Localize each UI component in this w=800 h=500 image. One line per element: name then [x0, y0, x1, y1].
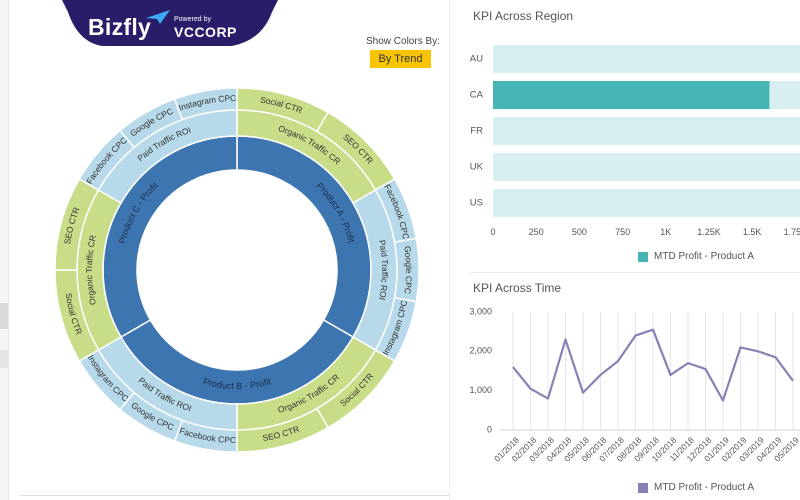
bottom-divider [20, 495, 450, 496]
time-chart-title: KPI Across Time [473, 281, 562, 295]
bar-x-tick: 750 [615, 227, 630, 237]
corp-logo-text: VCCORP [174, 24, 237, 40]
legend-swatch [638, 482, 648, 493]
bar-background [493, 117, 800, 145]
bar-x-tick: 1.75K [784, 227, 800, 237]
legend-label: MTD Profit - Product A [654, 482, 755, 493]
sunburst-middle-label: Paid Traffic ROI [377, 239, 390, 301]
bar-category-label: US [470, 198, 483, 209]
chart-separator [470, 272, 800, 273]
bar-CA[interactable] [493, 81, 770, 109]
region-chart-title: KPI Across Region [473, 9, 574, 23]
line-y-tick: 1,000 [469, 385, 492, 395]
brand-header: Bizfly Powered by VCCORP [62, 0, 278, 48]
region-chart-legend[interactable]: MTD Profit - Product A [638, 251, 754, 262]
bar-category-label: CA [470, 90, 484, 101]
header-banner-shape [62, 0, 278, 46]
bar-x-tick: 1.5K [743, 227, 762, 237]
bar-x-tick: 500 [572, 227, 587, 237]
bar-category-label: UK [470, 162, 484, 173]
bar-background [493, 189, 800, 217]
left-sidebar-strip [0, 0, 9, 500]
powered-by-label: Powered by [174, 16, 211, 23]
panel-divider [449, 0, 450, 500]
bar-UK[interactable] [493, 153, 701, 181]
bar-category-label: FR [470, 126, 483, 137]
sidebar-handle-secondary[interactable] [0, 350, 8, 368]
kpi-charts-svg: AU CA FR UK US 0 250 500 750 1K 1.25K 1.5K 1.75K 0 1,… [469, 45, 800, 464]
sidebar-handle[interactable] [0, 303, 8, 329]
bar-x-tick: 1.25K [697, 227, 721, 237]
show-colors-label: Show Colors By: [366, 36, 440, 47]
line-y-tick: 2,000 [469, 346, 492, 356]
sunburst-middle-label: Organic Traffic CR [84, 234, 98, 306]
sunburst-outer-segment[interactable] [173, 87, 238, 121]
bird-logo-icon [146, 10, 170, 24]
bar-x-tick: 0 [490, 227, 495, 237]
bar-x-tick: 1K [660, 227, 671, 237]
legend-label: MTD Profit - Product A [654, 251, 755, 262]
line-y-tick: 3,000 [469, 306, 492, 316]
by-trend-button[interactable]: By Trend [370, 50, 431, 68]
brand-logo-text: Bizfly [88, 14, 152, 40]
sunburst-outer-label: Google CPC [402, 245, 414, 294]
sunburst-inner-label: Product B - Profit [202, 376, 273, 391]
line-y-tick: 0 [487, 424, 492, 434]
bar-category-label: AU [470, 54, 483, 65]
time-chart-legend[interactable]: MTD Profit - Product A [638, 482, 754, 493]
legend-swatch [638, 251, 648, 262]
line-series-product-a[interactable] [512, 328, 794, 402]
bar-x-tick: 250 [529, 227, 544, 237]
bar-background [493, 45, 800, 73]
